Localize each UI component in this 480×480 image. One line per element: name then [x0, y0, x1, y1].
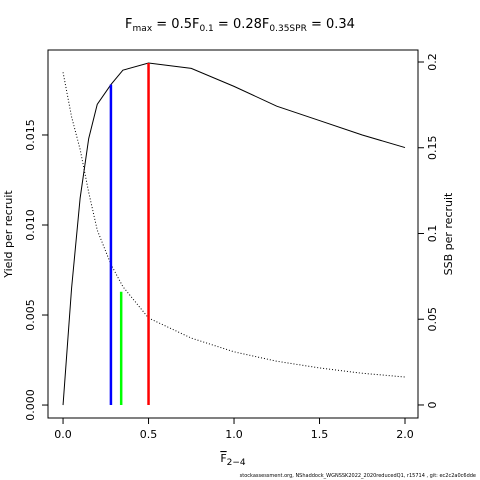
title-symbol: F — [192, 17, 199, 32]
title-value: = 0.5 — [152, 17, 192, 32]
title-value: = 0.28 — [214, 17, 262, 32]
y2-tick-label: 0.1 — [426, 225, 439, 243]
y2-tick-label: 0.2 — [426, 53, 439, 70]
series-line — [62, 62, 406, 406]
x-axis-label: F2−4 — [220, 452, 246, 468]
y-tick-label: 0.010 — [24, 209, 37, 241]
y2-tick-label: 0 — [426, 401, 439, 408]
y2-tick-label: 0.15 — [426, 135, 439, 160]
x-tick-label: 1.0 — [225, 428, 243, 441]
title-symbol: F — [125, 17, 132, 32]
x-label-symbol: F — [220, 452, 226, 465]
plot-frame — [47, 49, 419, 419]
x-tick-label: 0.0 — [54, 428, 72, 441]
title-symbol: F — [262, 17, 269, 32]
y-axis-label: Yield per recruit — [2, 190, 15, 279]
footer: stockassessment.org, NShaddock_WGNSSK202… — [240, 473, 476, 479]
y-tick-label: 0.015 — [24, 119, 37, 151]
y-tick-label: 0.005 — [24, 299, 37, 331]
chart-title: Fmax = 0.5F0.1 = 0.28F0.35SPR = 0.34 — [125, 17, 355, 34]
x-tick-label: 1.5 — [311, 428, 329, 441]
y-tick-label: 0.000 — [24, 389, 37, 421]
title-subscript: max — [133, 24, 153, 34]
x-label-subscript: 2−4 — [227, 458, 246, 468]
title-subscript: 0.35SPR — [269, 24, 306, 34]
y2-tick-label: 0.05 — [426, 307, 439, 332]
series-line — [62, 72, 406, 378]
title-value: = 0.34 — [307, 17, 355, 32]
x-tick-label: 0.5 — [140, 428, 158, 441]
x-tick-label: 2.0 — [396, 428, 414, 441]
y2-axis-label: SSB per recruit — [442, 192, 455, 275]
title-subscript: 0.1 — [199, 24, 213, 34]
